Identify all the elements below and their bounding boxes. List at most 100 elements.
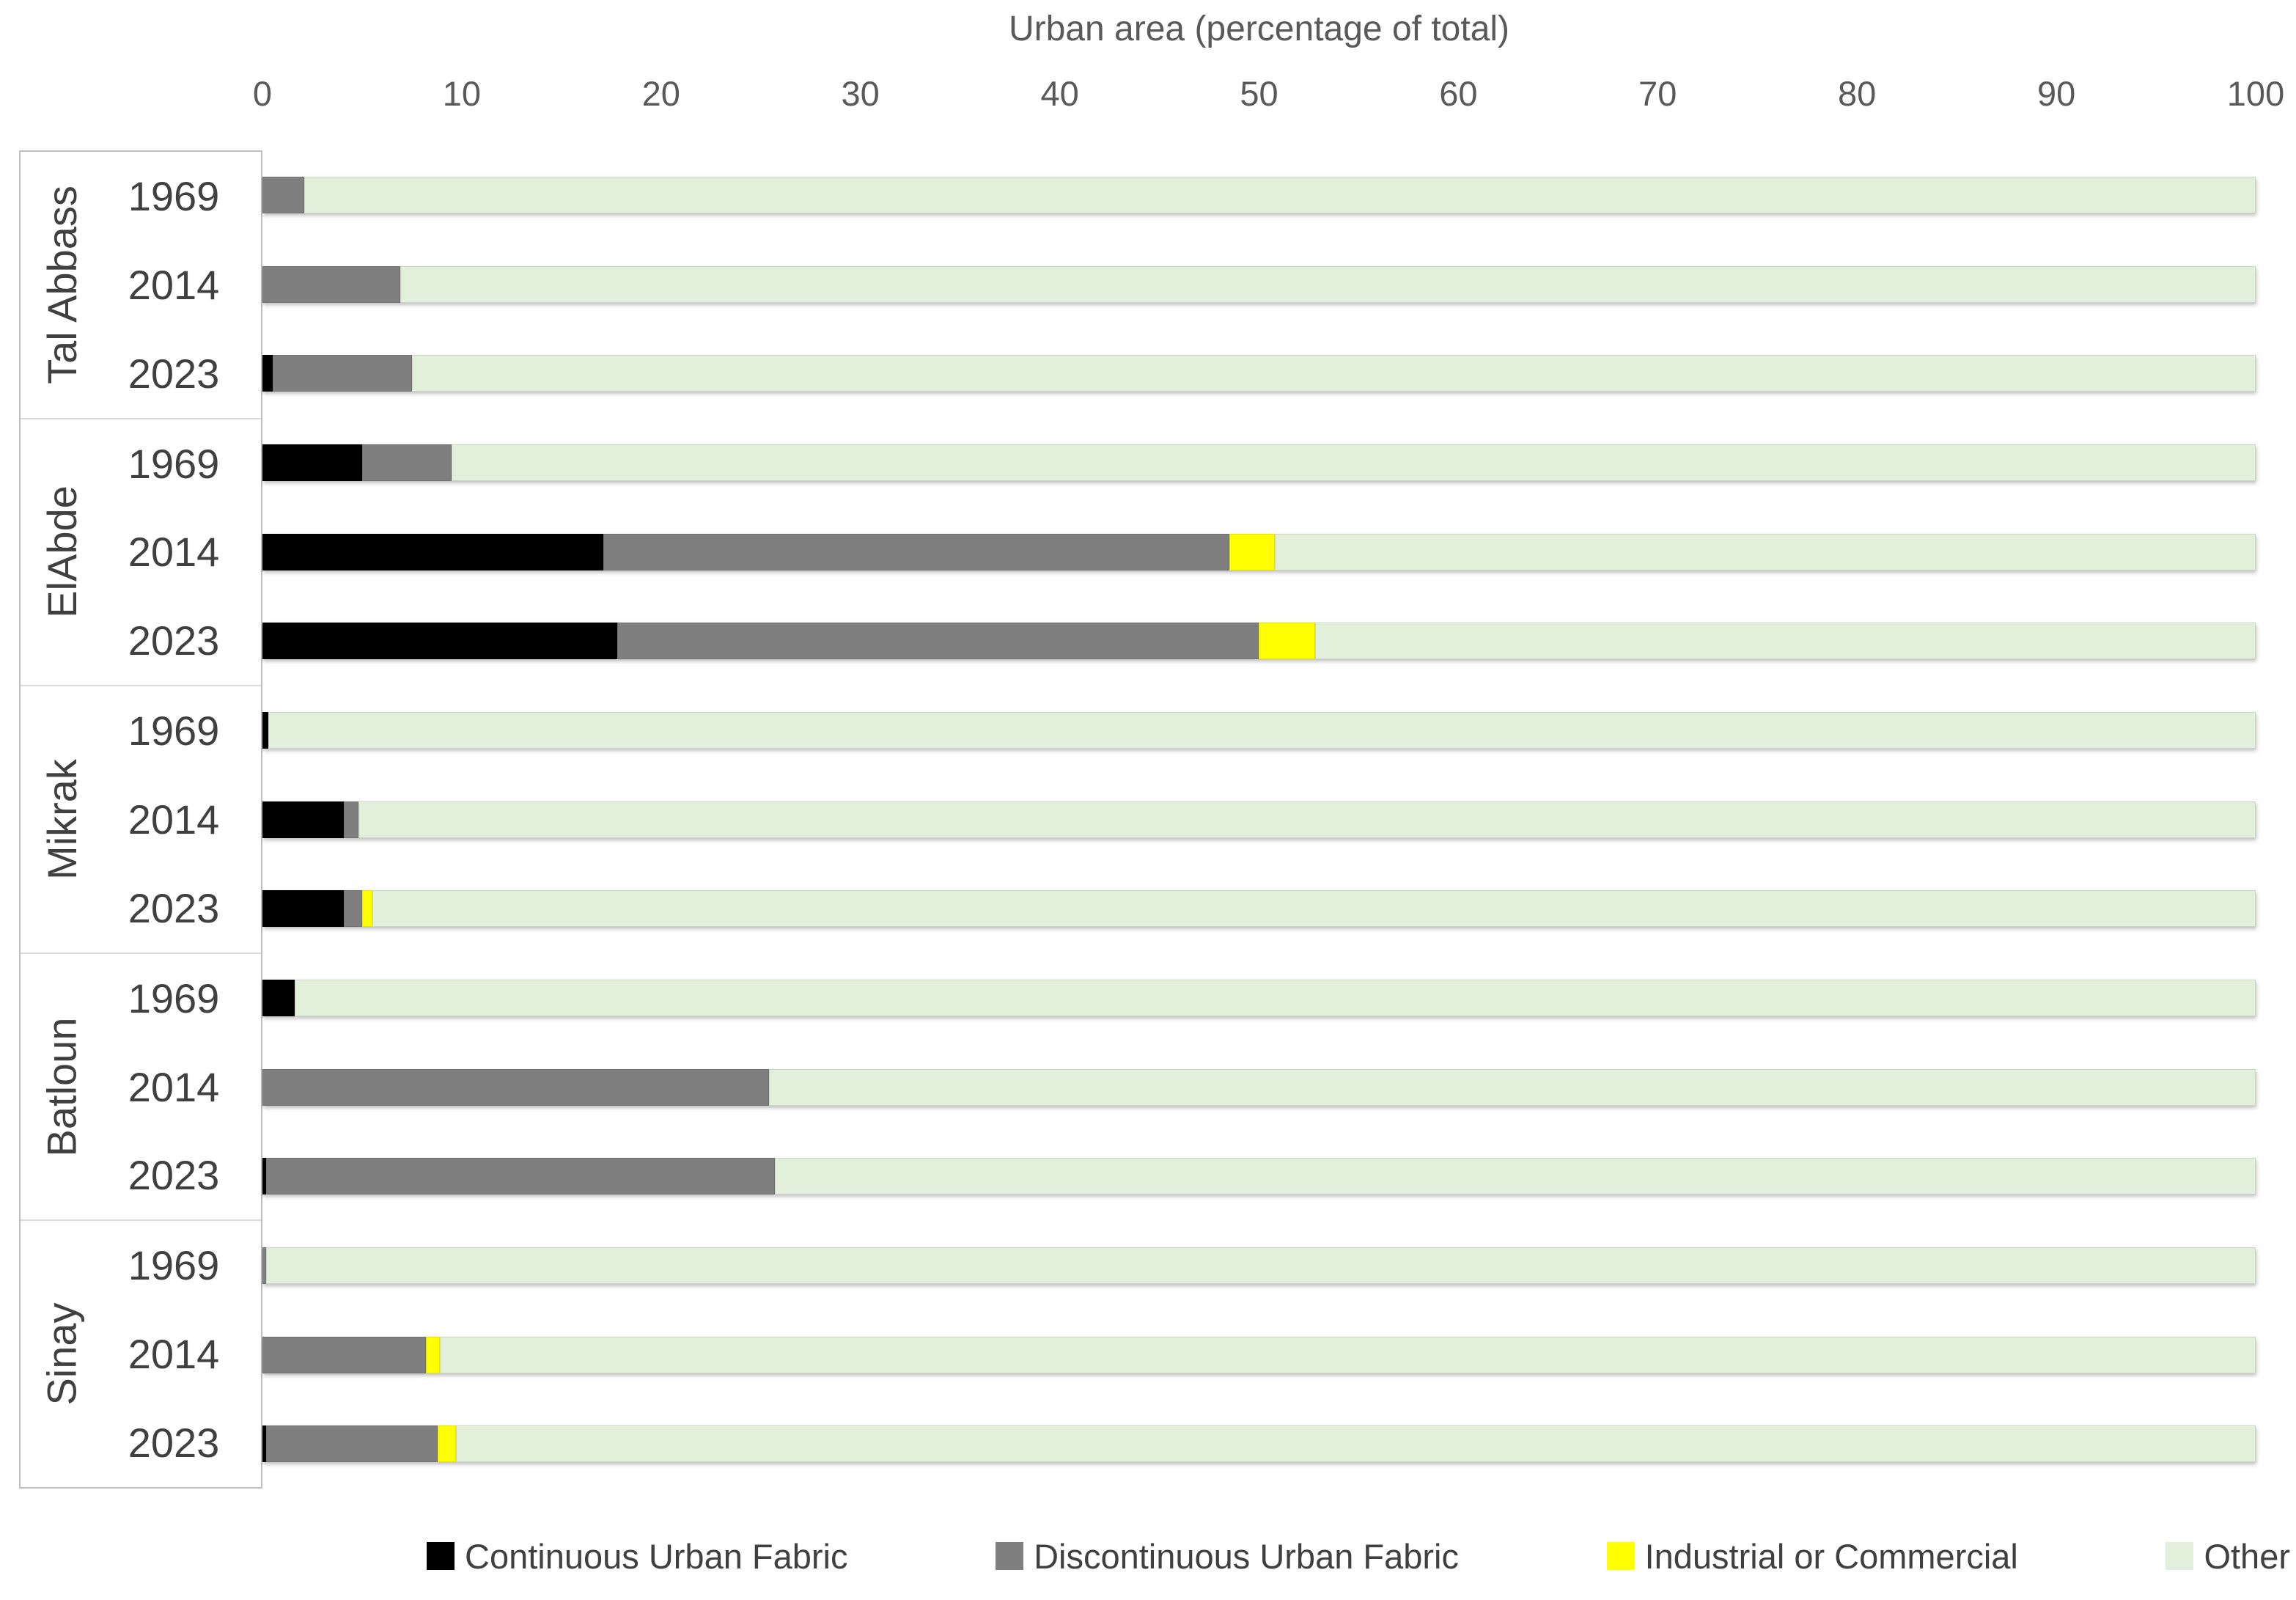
bar-segment-duf (262, 265, 400, 303)
year-label: 1969 (128, 708, 220, 755)
group-cell: ElAbde 1969 2014 2023 (21, 419, 261, 687)
legend-swatch-icon (2166, 1542, 2194, 1570)
bar-segment-other (266, 1247, 2256, 1284)
x-axis-tick-label: 10 (442, 74, 482, 113)
x-axis-tick-label: 70 (1638, 74, 1677, 113)
group-label: Sinay (38, 1302, 85, 1406)
year-label: 2023 (128, 1420, 220, 1467)
x-axis-tick-label: 40 (1040, 74, 1079, 113)
legend-swatch-icon (1606, 1542, 1635, 1570)
bar-segment-duf (361, 444, 452, 481)
stacked-bar (262, 1158, 2256, 1195)
bar-segment-other (372, 890, 2256, 928)
year-label: 2014 (128, 529, 220, 576)
year-label: 1969 (128, 440, 220, 487)
bar-segment-cuf (262, 711, 269, 749)
legend-swatch-icon (996, 1542, 1024, 1570)
bar-segment-duf (262, 176, 305, 213)
year-labels: 1969 2014 2023 (103, 686, 261, 953)
bar-segment-other (304, 176, 2256, 213)
stacked-bar (262, 801, 2256, 838)
bar-row (262, 596, 2256, 686)
year-labels: 1969 2014 2023 (103, 152, 261, 418)
bar-row (262, 329, 2256, 418)
bar-segment-duf (266, 1158, 775, 1195)
x-axis-tick-label: 90 (2036, 74, 2076, 113)
bar-segment-duf (262, 1336, 426, 1373)
bar-segment-cuf (262, 533, 603, 570)
stacked-bar (262, 1336, 2256, 1373)
bar-row (262, 1399, 2256, 1489)
stacked-bar (262, 623, 2256, 660)
legend-item-duf: Discontinuous Urban Fabric (996, 1536, 1459, 1577)
bar-segment-duf (344, 890, 362, 928)
group-label: Tal Abbass (38, 185, 85, 384)
x-axis-tick-label: 0 (252, 74, 273, 113)
year-labels: 1969 2014 2023 (103, 419, 261, 686)
bar-row (262, 686, 2256, 775)
group-cell: Mikrak 1969 2014 2023 (21, 686, 261, 954)
bar-segment-ic (438, 1425, 456, 1463)
bar-row (262, 1043, 2256, 1132)
bar-segment-other (768, 1068, 2256, 1106)
group-region: Batloun (21, 954, 103, 1220)
bar-row (262, 1131, 2256, 1221)
bar-row (262, 1310, 2256, 1400)
legend-item-ic: Industrial or Commercial (1606, 1536, 2018, 1577)
bar-segment-cuf (262, 355, 273, 392)
legend: Continuous Urban Fabric Discontinuous Urb… (427, 1528, 2290, 1584)
stacked-bar (262, 265, 2256, 303)
year-label: 2023 (128, 884, 220, 931)
stacked-bar (262, 890, 2256, 928)
bar-segment-cuf (262, 1425, 267, 1463)
bar-segment-cuf (262, 444, 362, 481)
group-region: Mikrak (21, 686, 103, 953)
bar-segment-duf (617, 623, 1259, 660)
bar-segment-duf (344, 801, 358, 838)
bar-segment-other (294, 979, 2256, 1016)
bar-segment-other (774, 1158, 2256, 1195)
year-label: 2023 (128, 1152, 220, 1199)
bar-segment-other (1275, 533, 2256, 570)
bar-segment-ic (1229, 533, 1276, 570)
bar-segment-other (400, 265, 2256, 303)
legend-item-cuf: Continuous Urban Fabric (427, 1536, 848, 1577)
x-axis-tick-label: 50 (1240, 74, 1278, 113)
stacked-bar (262, 533, 2256, 570)
bar-segment-cuf (262, 890, 345, 928)
bar-row (262, 775, 2256, 865)
group-region: Sinay (21, 1221, 103, 1487)
plot-area (262, 150, 2256, 1489)
bar-row (262, 953, 2256, 1043)
bar-segment-duf (262, 1068, 769, 1106)
stacked-bar (262, 1247, 2256, 1284)
x-axis-tick-label: 30 (841, 74, 880, 113)
bar-segment-other (1314, 623, 2256, 660)
bar-row (262, 1221, 2256, 1310)
category-axis: Tal Abbass 1969 2014 2023 ElAbde 1969 2014 2023… (19, 150, 262, 1489)
group-label: Batloun (38, 1017, 85, 1157)
bar-row (262, 507, 2256, 597)
group-region: Tal Abbass (21, 152, 103, 418)
group-cell: Sinay 1969 2014 2023 (21, 1221, 261, 1487)
stacked-bar (262, 1425, 2256, 1463)
stacked-bar (262, 979, 2256, 1016)
bar-segment-ic (425, 1336, 440, 1373)
bar-row (262, 418, 2256, 507)
year-label: 2023 (128, 350, 220, 397)
bar-segment-cuf (262, 801, 345, 838)
year-label: 1969 (128, 172, 220, 219)
bar-segment-duf (603, 533, 1229, 570)
stacked-bar (262, 176, 2256, 213)
year-labels: 1969 2014 2023 (103, 1221, 261, 1487)
group-cell: Tal Abbass 1969 2014 2023 (21, 152, 261, 419)
x-axis-tick-labels: 0 10 20 30 40 50 60 70 80 90 100 (253, 73, 2284, 119)
stacked-bar (262, 355, 2256, 392)
year-label: 1969 (128, 975, 220, 1021)
stacked-bar (262, 1068, 2256, 1106)
stacked-bar (262, 444, 2256, 481)
bar-segment-duf (262, 1247, 267, 1284)
year-label: 2014 (128, 796, 220, 843)
bar-segment-other (439, 1336, 2256, 1373)
